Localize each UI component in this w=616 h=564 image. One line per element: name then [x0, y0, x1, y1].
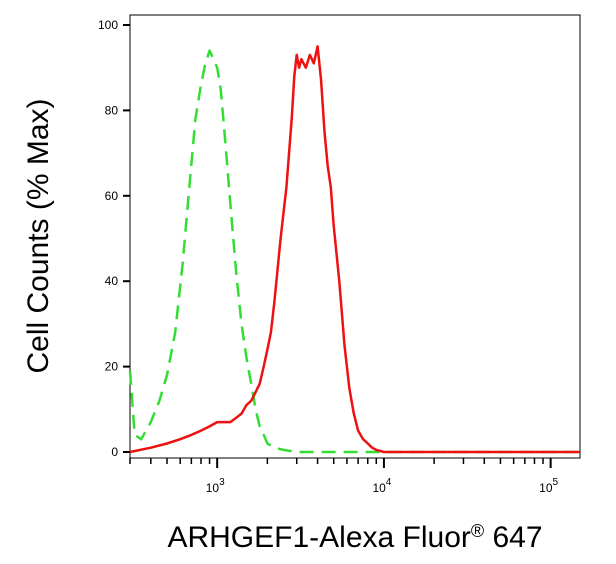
y-tick-label: 60: [105, 189, 119, 203]
dashed-green-series: [128, 49, 580, 454]
x-axis-label-main: ARHGEF1-Alexa Fluor: [167, 521, 470, 554]
series-layer: [128, 45, 580, 454]
x-axis-label: ARHGEF1-Alexa Fluor® 647: [167, 521, 542, 554]
x-tick-label: 103: [206, 477, 225, 495]
y-tick-label: 100: [98, 18, 118, 32]
solid-red-series: [129, 45, 580, 454]
x-tick-label: 105: [539, 477, 558, 495]
x-axis-label-suffix: 647: [484, 521, 542, 554]
y-axis: 0 20 40 60 80 100: [98, 18, 130, 459]
y-tick-label: 40: [105, 274, 119, 288]
x-tick-label: 104: [372, 477, 391, 495]
x-axis-label-registered-mark: ®: [471, 521, 484, 541]
y-tick-label: 20: [105, 360, 119, 374]
y-axis-label: Cell Counts (% Max): [22, 98, 55, 373]
plot-frame: [129, 14, 581, 459]
x-axis: 103 104 105: [129, 458, 559, 495]
y-tick-label: 0: [111, 445, 118, 459]
y-tick-label: 80: [105, 103, 119, 117]
